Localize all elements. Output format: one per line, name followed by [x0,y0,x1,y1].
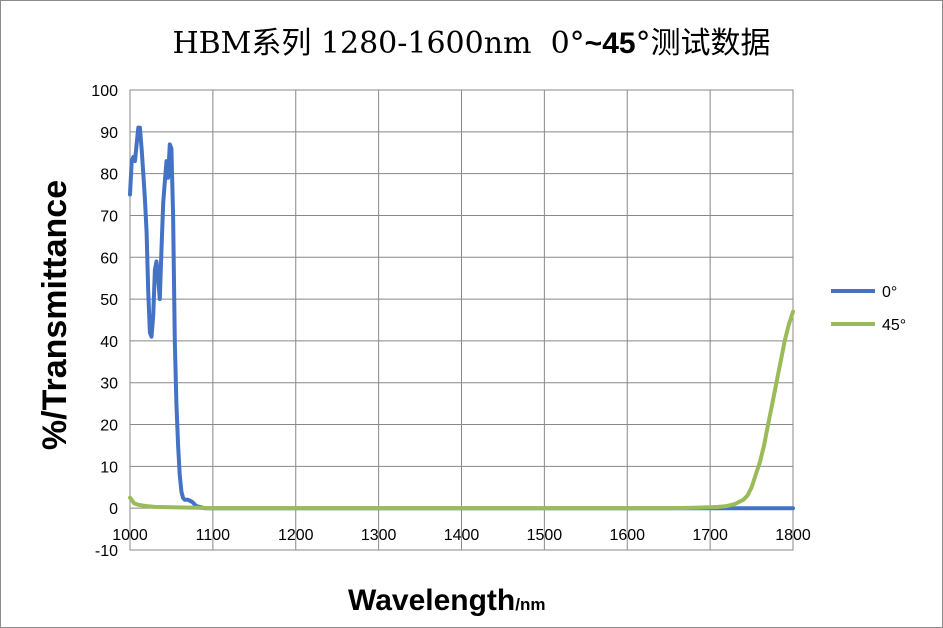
y-tick-label: -10 [95,543,118,560]
x-tick-label: 1500 [527,527,563,544]
x-tick-label: 1400 [444,527,480,544]
y-tick-label: 50 [100,292,118,309]
y-tick-label: 60 [100,250,118,267]
chart-title-main: HBM系列 1280-1600nm 0° [172,26,585,61]
x-tick-label: 1200 [278,527,314,544]
y-tick-label: 70 [100,208,118,225]
legend-label-1: 45° [882,317,906,334]
y-tick-label: 0 [109,501,118,518]
x-axis-unit: /nm [515,595,545,614]
x-axis-label-group: Wavelength/nm [348,584,545,617]
y-tick-label: 100 [91,83,118,100]
y-tick-label: 90 [100,125,118,142]
chart-title-tail: °测试数据 [635,26,771,61]
x-tick-label: 1600 [609,527,645,544]
grid-layer [129,89,794,551]
x-tick-label: 1100 [196,527,231,544]
chart-title: HBM系列 1280-1600nm 0°~45°测试数据 [0,18,943,62]
y-tick-label: 30 [100,376,118,393]
x-tick-label: 1300 [361,527,397,544]
y-tick-label: 10 [100,459,118,476]
y-tick-label: 40 [100,334,118,351]
x-tick-label: 1800 [775,527,811,544]
legend-label-0: 0° [882,284,897,301]
legend-layer: 0° 45° [831,284,906,334]
tick-layer: -10 0 10 20 30 40 50 60 70 80 90 100 1000 1100 1200 130… [91,83,811,560]
series-line-1 [128,309,795,511]
y-tick-label: 20 [100,418,118,435]
x-tick-label: 1700 [692,527,728,544]
plot-border [129,89,794,551]
x-tick-label: 1000 [112,527,148,544]
x-axis-label: Wavelength [348,584,515,617]
series-layer [128,125,795,511]
chart-title-range: ~45 [584,27,636,60]
y-tick-label: 80 [100,167,118,184]
y-axis-label: %/Transmittance [36,180,74,450]
